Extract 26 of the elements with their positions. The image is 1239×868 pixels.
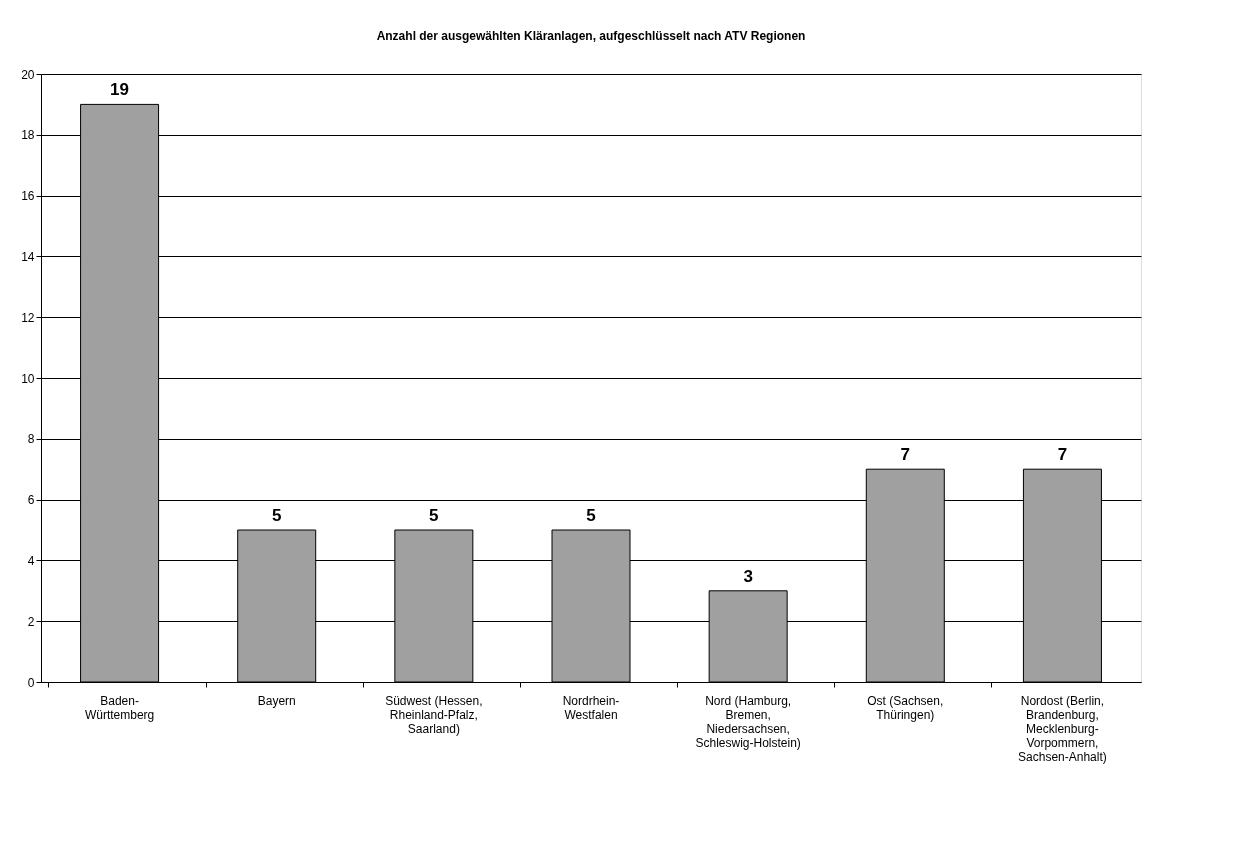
x-tick-label: Nord (Hamburg, Bremen, Niedersachsen, Schleswig-Holstein) [695,693,801,750]
y-tick-label: 4 [27,553,35,568]
x-tick-label: Bayern [257,693,296,708]
data-label: 5 [586,506,596,525]
y-tick-label: 16 [21,189,35,204]
y-tick-label: 18 [21,128,35,143]
x-tick-label: Ost (Sachsen, Thüringen) [867,693,944,722]
y-tick-label: 8 [27,432,35,447]
y-tick-label: 12 [21,310,35,325]
data-label: 5 [271,506,282,525]
data-label: 5 [429,506,439,525]
x-tick-label: Nordrhein- Westfalen [562,693,620,722]
x-tick-label: Nordost (Berlin, Brandenburg, Mecklenburg- Vorpommern, Sachsen-Anhalt) [1018,693,1107,764]
x-tick-label: Baden- Württemberg [84,693,155,722]
y-tick-label: 6 [27,493,35,508]
data-label: 7 [1057,445,1068,465]
y-tick-label: 0 [27,675,35,690]
y-tick-label: 14 [21,249,35,264]
data-label: 7 [900,445,911,465]
y-tick-label: 20 [21,67,35,82]
y-tick-label: 2 [27,614,35,629]
data-label: 19 [110,80,130,100]
data-label: 3 [743,566,753,586]
y-tick-label: 10 [21,371,35,386]
x-tick-label: Südwest (Hessen, Rheinland-Pfalz, Saarland) [385,693,483,736]
chart-title: Anzahl der ausgewählten Kläranlagen, aufgeschlüsselt nach ATV Regionen [376,29,806,43]
